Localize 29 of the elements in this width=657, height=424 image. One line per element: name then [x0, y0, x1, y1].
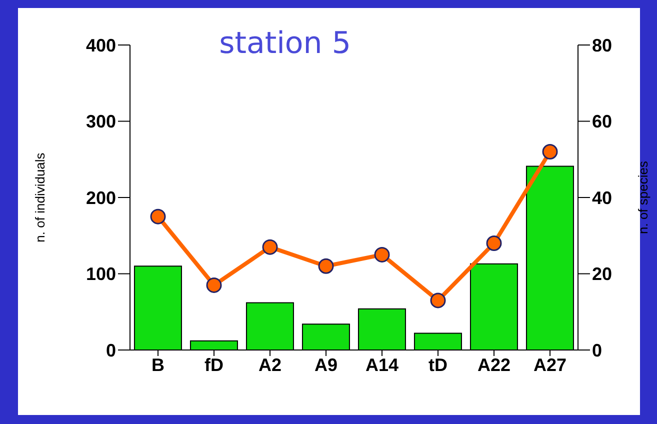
point: [486, 236, 502, 251]
point: [542, 144, 558, 160]
point: [262, 239, 278, 255]
x-tick-label: A22: [477, 354, 511, 375]
chart-title: station 5: [218, 26, 352, 61]
point: [374, 246, 390, 262]
y-tick-label: 200: [86, 188, 116, 208]
point: [318, 258, 334, 274]
y-tick-label: 100: [86, 264, 116, 284]
point: [150, 208, 166, 224]
y-axis-title: n. of individuals: [32, 152, 48, 242]
point: [430, 292, 446, 308]
x-tick-label: A14: [365, 354, 399, 375]
y2-tick-label: 0: [592, 340, 602, 360]
x-tick-label: tD: [428, 354, 448, 375]
y-tick-label: 0: [106, 340, 116, 360]
y2-axis-title: n. of species: [636, 160, 651, 234]
x-tick-label: A9: [314, 354, 338, 375]
y2-tick-label: 80: [592, 35, 612, 56]
y-tick-label: 300: [86, 112, 116, 132]
y2-tick-label: 40: [592, 188, 612, 208]
y2-tick-label: 60: [592, 112, 612, 132]
x-tick-label: A27: [533, 354, 567, 375]
y-tick-label: 400: [86, 35, 116, 56]
x-tick-label: B: [152, 354, 164, 375]
y2-tick-label: 20: [592, 264, 612, 284]
x-tick-label: fD: [204, 354, 224, 375]
x-tick-label: A2: [258, 354, 282, 375]
point: [206, 277, 222, 293]
